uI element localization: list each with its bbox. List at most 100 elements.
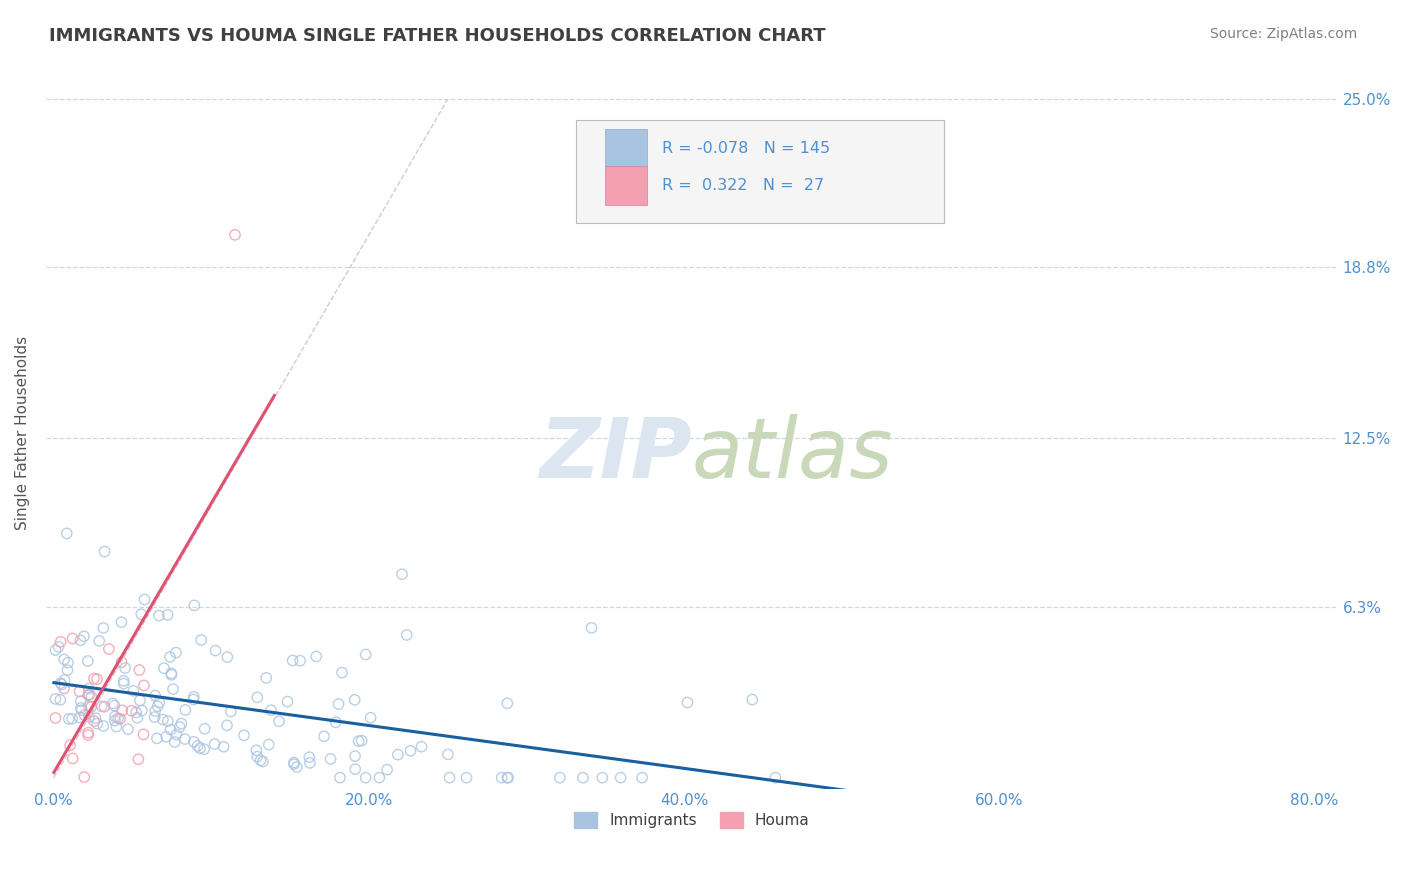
Point [252,755,274,769]
Point [49,693,72,707]
Point [170,716,193,731]
Point [391,567,413,582]
Point [62,751,84,765]
Point [609,771,631,785]
Point [59,738,82,752]
Point [163,735,186,749]
Point [62,632,84,646]
Point [325,715,347,730]
Point [496,696,519,710]
Point [114,661,136,675]
Point [128,663,150,677]
Point [169,720,191,734]
Point [387,747,409,762]
Point [298,756,321,770]
Point [160,666,183,681]
Point [591,771,613,785]
Point [283,757,305,772]
Point [112,676,135,690]
Legend: Immigrants, Houma: Immigrants, Houma [568,806,815,834]
Point [70,701,93,715]
Point [143,710,166,724]
Point [165,646,187,660]
Point [76,654,98,668]
Point [354,648,377,662]
Point [350,733,373,747]
Point [188,741,211,756]
Point [676,696,699,710]
Point [298,750,321,764]
Point [156,607,179,622]
Point [354,771,377,785]
Text: atlas: atlas [692,414,893,495]
Point [267,714,290,729]
Point [246,690,269,705]
Point [69,633,91,648]
Point [73,629,96,643]
Point [305,649,328,664]
Point [375,763,398,777]
Point [73,770,96,784]
Point [48,640,70,654]
Point [329,771,352,785]
Point [496,771,519,785]
Point [70,703,93,717]
Point [439,771,461,785]
Point [631,771,654,785]
Point [44,643,66,657]
Point [360,711,382,725]
Point [80,690,103,704]
Point [166,728,188,742]
Point [328,697,350,711]
Point [160,668,183,682]
Point [143,704,166,718]
Point [183,599,205,613]
Point [55,526,77,541]
Point [93,699,115,714]
Point [56,656,79,670]
Point [572,771,595,785]
Bar [606,166,647,205]
Point [103,698,125,713]
Point [276,694,298,708]
Point [97,642,120,657]
Point [110,615,132,629]
Point [159,723,181,737]
Point [249,753,271,767]
Point [173,732,195,747]
Point [132,727,155,741]
Point [183,735,205,749]
Point [79,688,101,702]
Point [49,676,72,690]
Y-axis label: Single Father Households: Single Father Households [15,336,30,530]
Point [204,737,226,751]
Point [319,752,342,766]
Point [86,672,108,686]
FancyBboxPatch shape [575,120,943,223]
Point [111,703,134,717]
Point [312,729,335,743]
Point [283,756,305,770]
Point [155,730,177,744]
Point [105,720,128,734]
Point [69,684,91,698]
Point [148,608,170,623]
Point [368,771,391,785]
Point [131,703,153,717]
Point [104,714,127,728]
Point [285,760,308,774]
Point [281,653,304,667]
Point [212,739,235,754]
Point [148,696,170,710]
Point [83,714,105,728]
Point [90,699,112,714]
Point [437,747,460,762]
Point [127,752,149,766]
Text: ZIP: ZIP [540,414,692,495]
Point [122,683,145,698]
Point [77,728,100,742]
Point [254,671,277,685]
Point [330,665,353,680]
Point [101,697,124,711]
Point [77,699,100,714]
